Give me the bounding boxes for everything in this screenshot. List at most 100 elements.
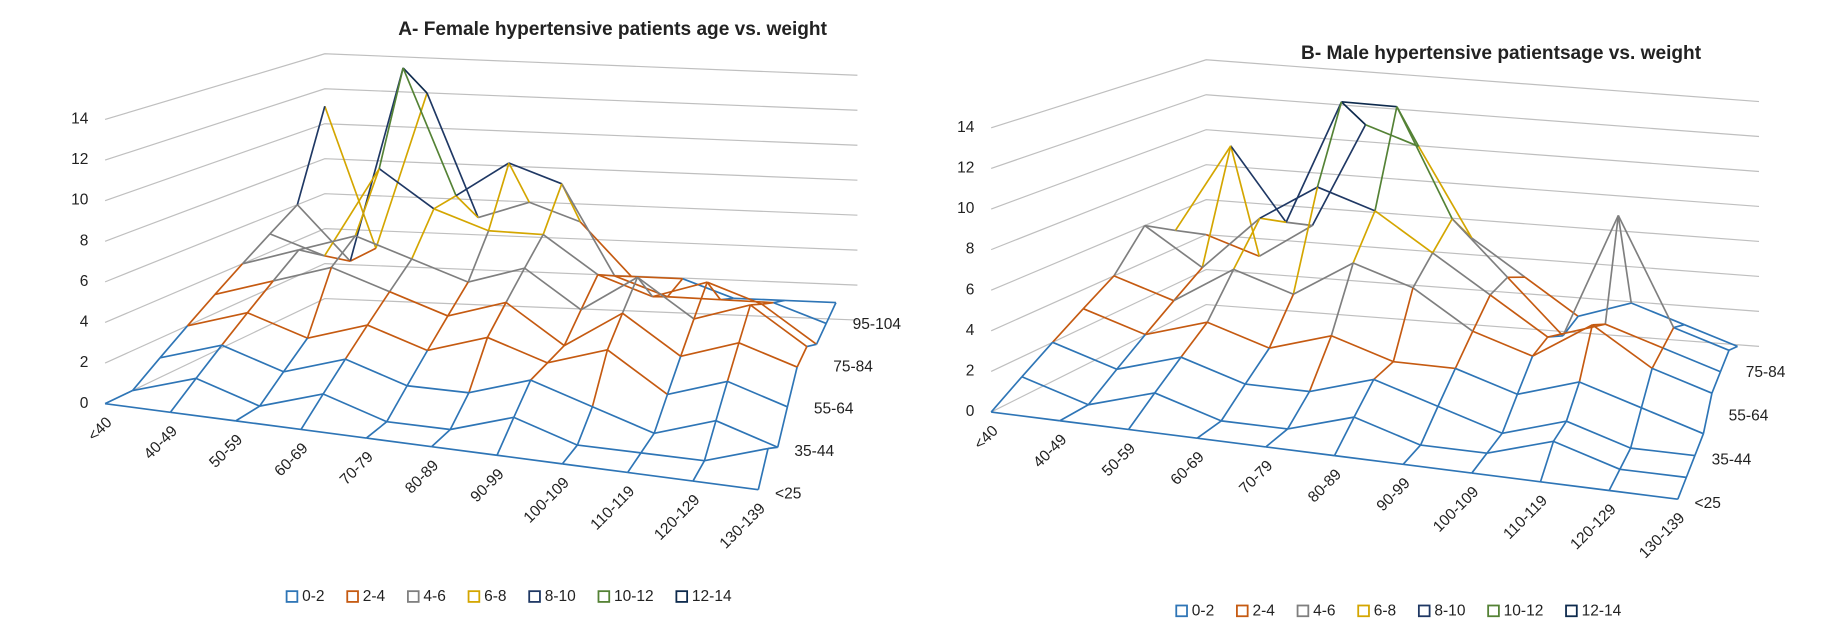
surface-edge [683,279,734,299]
x-tick-label: 130-139 [1636,510,1688,562]
surface-edge [1260,218,1286,222]
surface-edge [1245,384,1309,391]
surface-edge [1620,469,1686,477]
surface-edge [564,313,622,345]
surface-edge [1375,107,1397,211]
surface-edge [1620,448,1631,469]
surface-edge [297,106,324,204]
surface-edge [379,169,434,209]
surface-edge [1245,348,1269,384]
surface-edge [1128,429,1197,438]
x-tick-label: 60-69 [1168,449,1208,489]
depth-tick-label: 75-84 [833,358,873,375]
surface-edge [667,356,680,394]
surface-edge [487,337,547,362]
surface-edge [1579,382,1641,408]
surface-edge [1566,382,1579,421]
chart-title: A- Female hypertensive patients age vs. … [398,19,827,40]
z-tick-label: 6 [966,281,975,298]
surface-edge [991,377,1022,412]
x-tick-label: 90-99 [467,466,507,506]
legend-label: 12-14 [692,588,732,605]
surface-edge [242,234,269,264]
surface-edge [355,236,411,259]
surface-edge [366,422,386,438]
legend-swatch [1566,605,1577,616]
surface-edge [1288,392,1310,429]
surface-edge [531,380,593,407]
surface-edge [592,407,654,434]
legend-swatch [347,591,358,602]
surface-edge [1181,357,1245,384]
z-tick-label: 14 [71,111,89,128]
surface-edge [1652,348,1663,368]
z-tick-label: 10 [71,192,89,209]
surface-edge [797,347,807,367]
surface-edge [450,393,469,430]
z-tick-label: 6 [80,273,89,290]
surface-edge [1309,336,1331,392]
surface-edge [1419,146,1472,238]
surface-edge [739,343,797,367]
surface-edge [390,259,412,292]
surface-edge [628,453,641,473]
surface-edge [448,282,468,316]
surface-edge [270,205,297,234]
surface-edge [284,338,308,372]
z-tick-label: 8 [966,241,975,258]
depth-tick-label: 55-64 [1729,408,1769,425]
surface-edge [577,445,641,453]
legend-label: 10-12 [1504,603,1544,620]
surface-edge [487,302,506,337]
surface-edge [1421,445,1487,453]
depth-tick-label: 75-84 [1746,364,1786,381]
grid-line [991,200,1759,291]
surface-edge [1260,187,1318,218]
grid-line [105,54,857,120]
legend-label: 0-2 [302,588,324,605]
surface-edge [468,231,488,282]
surface-edge [366,438,431,447]
surface-edge [1686,456,1695,478]
depth-tick-label: 95-104 [853,316,902,333]
surface-edge [434,209,489,231]
surface-edge [1720,350,1729,371]
surface-edge [412,209,434,259]
surface-edge [750,304,761,305]
surface-edge [367,325,427,350]
surface-edge [1114,276,1174,301]
surface-edge [628,472,693,481]
surface-edge [390,292,448,316]
surface-edge [1641,408,1703,434]
surface-edge [622,313,680,356]
surface-edge [531,363,548,380]
surface-edge [469,380,531,393]
surface-edge [693,461,704,481]
surface-edge [1540,482,1609,491]
surface-edge [681,319,694,356]
surface-edge [787,367,797,407]
grid-line [991,60,1759,128]
surface-edge [301,394,323,430]
surface-edge [667,381,727,394]
x-tick-label: 110-119 [1500,492,1551,543]
surface-edge [1490,295,1548,337]
z-tick-label: 0 [80,395,89,412]
surface-edge [1403,445,1420,464]
z-tick-label: 8 [80,232,89,249]
surface-edge [427,316,447,351]
x-tick-label: 60-69 [271,440,311,480]
legend-label: 10-12 [614,588,654,605]
surface-edge [1397,107,1452,219]
surface-edge [762,304,817,344]
surface-edge [412,259,468,282]
surface-edge [1202,218,1260,267]
surface-edge [1517,356,1532,394]
z-tick-label: 12 [71,151,88,168]
surface-edge [1609,490,1678,499]
surface-edge [1354,417,1420,445]
surface-edge [1393,288,1413,362]
surface-edge [1022,377,1088,405]
surface-edge [543,235,598,275]
surface-edge [345,325,367,359]
